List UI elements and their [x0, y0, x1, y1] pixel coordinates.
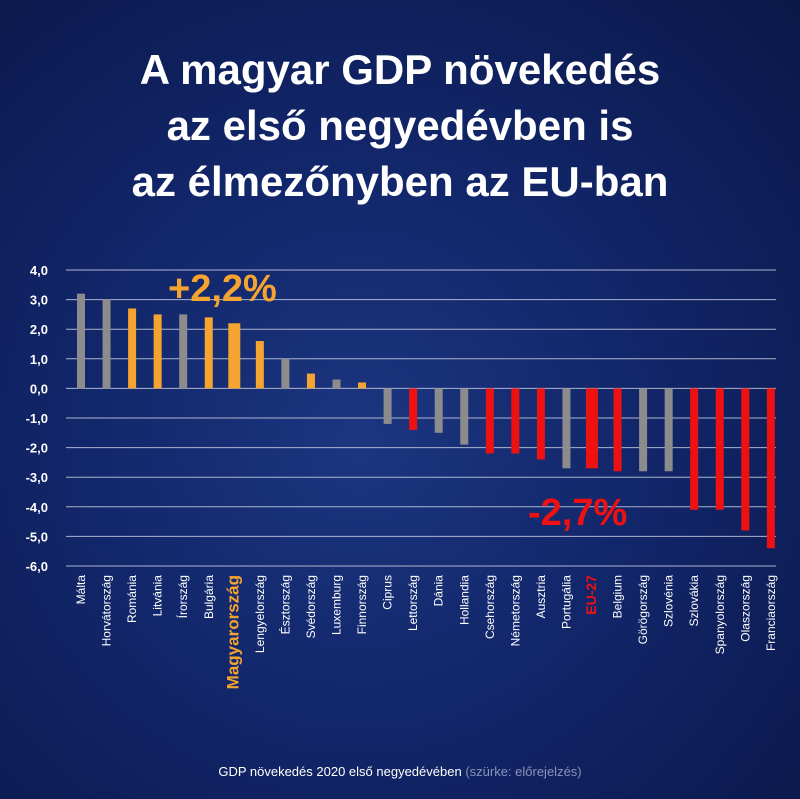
category-label: Lettország	[406, 575, 420, 631]
bar	[715, 388, 724, 510]
bar	[102, 299, 111, 389]
bar	[153, 314, 162, 389]
bar	[460, 388, 469, 445]
bar	[690, 388, 699, 510]
bar	[77, 293, 85, 389]
chart-title: A magyar GDP növekedés az első negyedévb…	[0, 42, 800, 210]
annotation-label: +2,2%	[168, 268, 277, 310]
category-label: Szlovénia	[662, 575, 676, 627]
category-label: Litvánia	[151, 575, 165, 617]
category-label: Ciprus	[381, 575, 395, 610]
bar	[434, 388, 443, 433]
annotation-label: -2,7%	[528, 492, 627, 534]
category-label: Belgium	[611, 575, 625, 618]
y-tick-label: 2,0	[30, 322, 48, 337]
bar	[179, 314, 188, 389]
category-label: Svédország	[304, 575, 318, 638]
y-tick-label: -6,0	[26, 559, 48, 574]
category-label: Finnország	[355, 575, 369, 634]
bar	[766, 388, 775, 549]
chart-footer: GDP növekedés 2020 első negyedévében (sz…	[0, 764, 800, 779]
bar	[409, 388, 418, 430]
y-tick-label: 4,0	[30, 263, 48, 278]
category-label: Bulgária	[202, 575, 216, 619]
bar	[383, 388, 392, 424]
bar	[741, 388, 750, 531]
y-tick-label: 3,0	[30, 293, 48, 308]
category-label: Horvátország	[100, 575, 114, 646]
bar	[562, 388, 571, 469]
y-tick-label: -1,0	[26, 411, 48, 426]
category-label: Írország	[175, 575, 190, 618]
y-tick-label: 1,0	[30, 352, 48, 367]
bar	[586, 388, 598, 469]
category-label: Dánia	[432, 575, 446, 607]
category-label: Észtország	[277, 575, 292, 634]
bar	[204, 317, 213, 389]
category-label: Lengyelország	[253, 575, 267, 653]
category-label: Csehország	[483, 575, 497, 639]
bar	[536, 388, 545, 460]
title-line-2: az első negyedévben is	[166, 102, 634, 149]
category-label: Luxemburg	[330, 575, 344, 635]
y-tick-label: 0,0	[30, 381, 48, 396]
category-label: Franciaország	[764, 575, 778, 651]
category-label: Románia	[125, 575, 139, 623]
footer-note: (szürke: előrejelzés)	[465, 764, 582, 779]
bar	[228, 323, 241, 389]
bar	[306, 373, 315, 389]
y-tick-label: -2,0	[26, 441, 48, 456]
bar	[639, 388, 648, 472]
category-label: Magyarország	[223, 575, 242, 689]
bar	[613, 388, 622, 472]
y-tick-label: -4,0	[26, 500, 48, 515]
bar	[281, 358, 290, 389]
footer-caption: GDP növekedés 2020 első negyedévében	[218, 764, 462, 779]
bar	[255, 341, 264, 389]
category-label: Németország	[508, 575, 522, 646]
title-line-3: az élmezőnyben az EU-ban	[131, 158, 669, 205]
bar	[485, 388, 494, 454]
category-label: Ausztria	[534, 575, 548, 619]
category-label: Hollandia	[457, 575, 471, 625]
category-label: Szlovákia	[687, 575, 701, 627]
category-label: EU-27	[583, 575, 599, 615]
y-tick-label: -5,0	[26, 529, 48, 544]
bar	[128, 308, 137, 389]
title-line-1: A magyar GDP növekedés	[139, 46, 661, 93]
y-tick-label: -3,0	[26, 470, 48, 485]
bar	[332, 379, 341, 389]
category-label: Görögország	[636, 575, 650, 644]
bar	[664, 388, 673, 472]
category-label: Olaszország	[738, 575, 752, 642]
bar	[358, 382, 367, 389]
bar	[511, 388, 520, 454]
category-label: Spanyolország	[713, 575, 727, 654]
category-label: Málta	[74, 575, 88, 605]
category-label: Portugália	[559, 575, 573, 629]
